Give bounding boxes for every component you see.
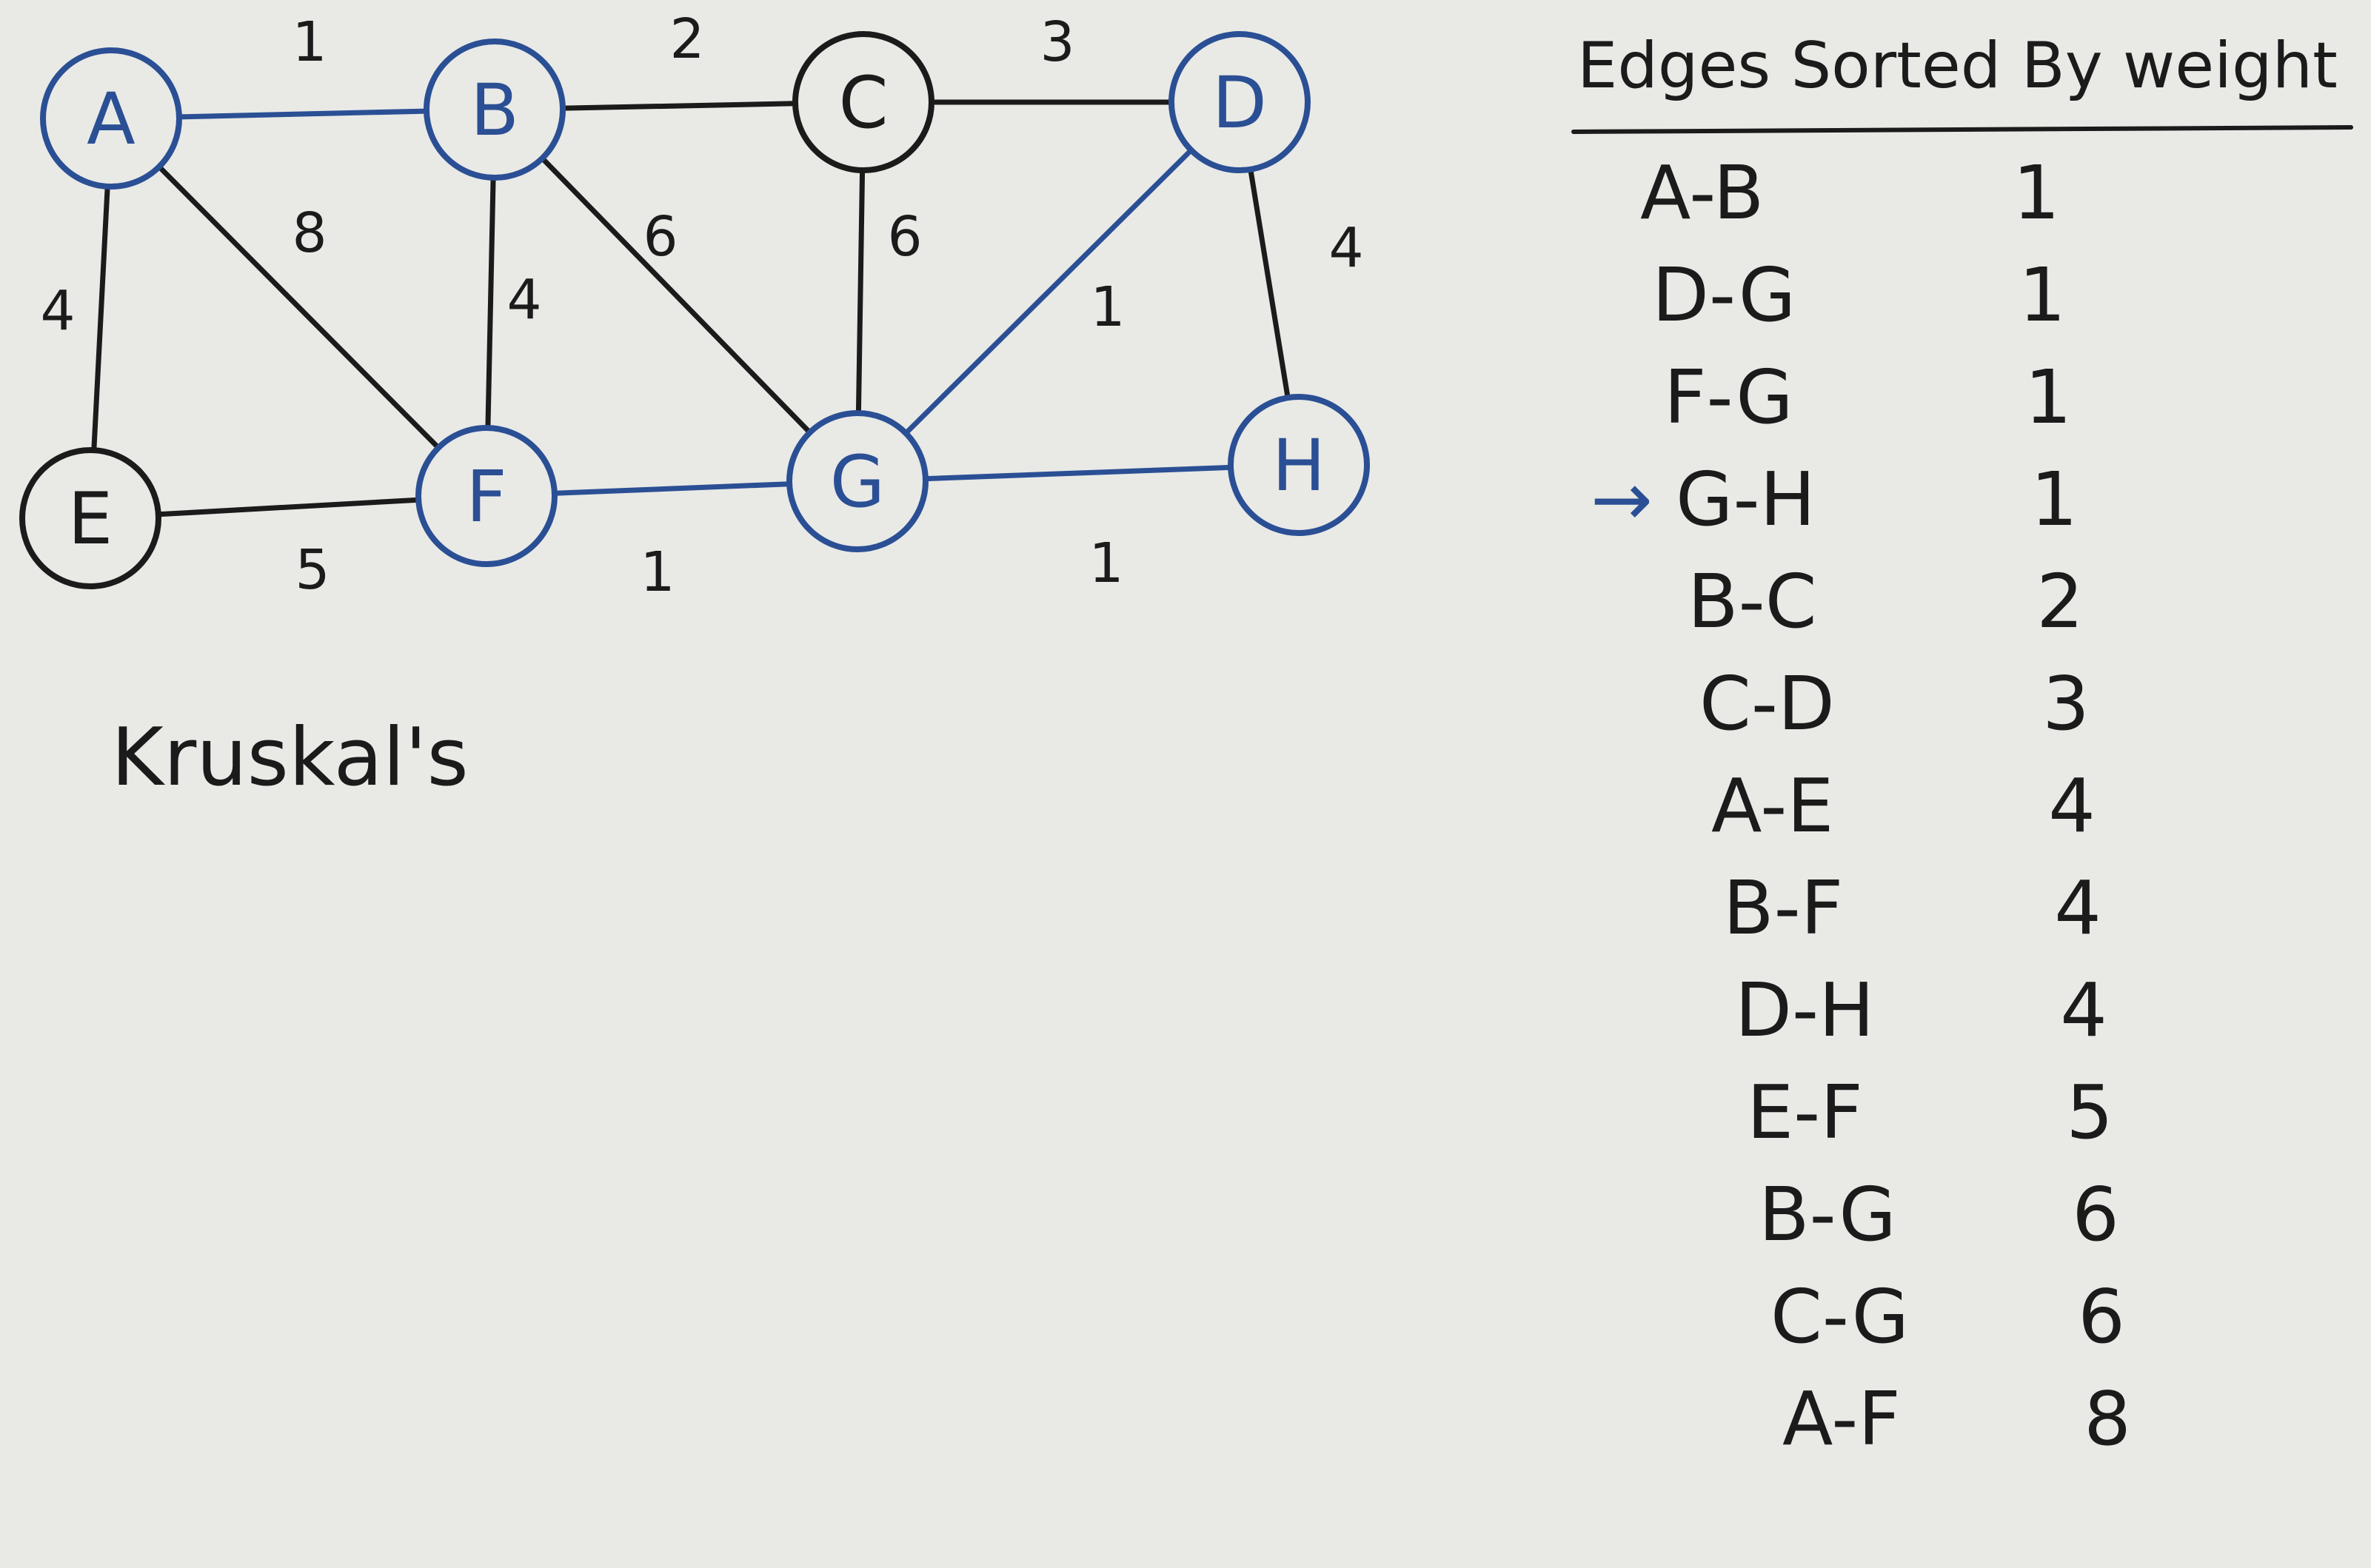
table-cell-weight: 3 — [2042, 660, 2090, 747]
node-label: B — [470, 69, 519, 152]
edge-g-h — [923, 464, 1234, 482]
table-cell-edge: A-E — [1711, 763, 1833, 849]
table-cell-weight: 1 — [2030, 456, 2078, 543]
sorted-edge-table: Edges Sorted By weight A-B 1 D-G 1 F-G 1 → G-H 1… — [1571, 29, 2353, 1462]
table-row: A-B 1 — [1640, 150, 2060, 236]
table-row: B-F 4 — [1723, 865, 2101, 951]
node-h: H — [1228, 394, 1370, 536]
edge-a-b — [176, 108, 429, 120]
edge-weight-a-e: 4 — [40, 279, 75, 343]
table-cell-edge: D-G — [1652, 252, 1796, 338]
edge-weight-e-f: 5 — [295, 538, 330, 602]
node-g: G — [786, 410, 929, 552]
edge-weight-f-g: 1 — [640, 540, 675, 604]
table-cell-edge: A-B — [1640, 150, 1764, 236]
table-cell-edge: F-G — [1664, 354, 1793, 440]
edge-b-c — [560, 101, 798, 111]
table-cell-weight: 4 — [2048, 763, 2096, 849]
table-cell-weight: 1 — [2019, 252, 2066, 338]
node-d: D — [1168, 31, 1311, 173]
table-cell-weight: 6 — [2078, 1273, 2125, 1360]
table-row: C-G 6 — [1770, 1273, 2125, 1360]
edge-weight-d-g: 1 — [1090, 275, 1125, 339]
node-c: C — [792, 31, 934, 173]
node-circle — [1168, 31, 1311, 173]
table-cell-edge: B-G — [1759, 1171, 1896, 1258]
edge-weight-b-f: 4 — [506, 268, 541, 332]
table-cell-weight: 1 — [2024, 354, 2072, 440]
table-cell-edge: B-C — [1688, 558, 1817, 645]
table-cell-weight: 1 — [2013, 150, 2060, 236]
node-circle — [19, 447, 161, 589]
table-cell-edge: C-D — [1699, 660, 1835, 747]
edge-a-e — [91, 184, 110, 453]
edge-weight-a-b: 1 — [292, 10, 327, 74]
table-row: A-E 4 — [1711, 763, 2096, 849]
node-label: D — [1212, 61, 1267, 144]
table-cell-edge: B-F — [1723, 865, 1843, 951]
table-cell-weight: 5 — [2066, 1069, 2113, 1156]
node-label: A — [87, 78, 136, 161]
edge-weight-b-g: 6 — [643, 205, 678, 269]
graph-nodes: A B C D E F G H — [19, 31, 1370, 589]
table-cell-edge: G-H — [1676, 456, 1816, 543]
node-circle — [792, 31, 934, 173]
current-edge-arrow: → — [1591, 456, 1653, 543]
table-cell-edge: E-F — [1747, 1069, 1863, 1156]
node-label: F — [466, 455, 506, 538]
edge-d-h — [1248, 167, 1291, 401]
node-a: A — [40, 47, 182, 190]
node-circle — [424, 38, 566, 181]
edge-a-f — [156, 164, 441, 451]
table-cell-weight: 2 — [2036, 558, 2084, 645]
edge-weight-b-c: 2 — [669, 7, 704, 71]
table-header-underline — [1571, 125, 2353, 134]
table-cell-weight: 4 — [2054, 865, 2101, 951]
table-row: A-F 8 — [1782, 1376, 2131, 1462]
edge-d-g — [903, 147, 1194, 436]
edge-f-g — [552, 481, 792, 496]
table-row: F-G 1 — [1664, 354, 2072, 440]
edge-weight-c-g: 6 — [887, 205, 922, 269]
table-row: B-C 2 — [1688, 558, 2084, 645]
edge-b-g — [539, 155, 813, 435]
node-circle — [1228, 394, 1370, 536]
table-row: C-D 3 — [1699, 660, 2090, 747]
table-cell-edge: A-F — [1782, 1376, 1901, 1462]
node-label: G — [830, 440, 885, 523]
table-cell-edge: D-H — [1735, 967, 1874, 1053]
graph-edges — [91, 99, 1291, 517]
edge-c-g — [855, 167, 866, 416]
node-e: E — [19, 447, 161, 589]
edge-weight-g-h: 1 — [1088, 532, 1123, 595]
table-cell-weight: 6 — [2072, 1171, 2119, 1258]
table-row: D-G 1 — [1652, 252, 2066, 338]
graph-edge-weights: 1 2 3 4 8 4 6 6 1 4 5 1 1 — [40, 7, 1363, 604]
table-cell-weight: 8 — [2084, 1376, 2131, 1462]
table-header: Edges Sorted By weight — [1577, 29, 2338, 103]
table-row: D-H 4 — [1735, 967, 2107, 1053]
edge-weight-d-h: 4 — [1328, 216, 1363, 280]
node-circle — [40, 47, 182, 190]
node-label: H — [1272, 424, 1325, 507]
node-label: C — [838, 61, 888, 144]
node-label: E — [68, 478, 113, 560]
node-b: B — [424, 38, 566, 181]
table-row: B-G 6 — [1759, 1171, 2119, 1258]
edge-e-f — [155, 497, 421, 517]
table-row: → G-H 1 — [1591, 456, 2078, 543]
edge-weight-c-d: 3 — [1040, 10, 1074, 74]
table-row: E-F 5 — [1747, 1069, 2113, 1156]
node-f: F — [415, 425, 558, 567]
table-cell-edge: C-G — [1770, 1273, 1909, 1360]
edge-weight-a-f: 8 — [292, 201, 327, 265]
table-cell-weight: 4 — [2060, 967, 2107, 1053]
graph-title: Kruskal's — [111, 711, 469, 804]
node-circle — [786, 410, 929, 552]
edge-b-f — [485, 175, 496, 431]
node-circle — [415, 425, 558, 567]
